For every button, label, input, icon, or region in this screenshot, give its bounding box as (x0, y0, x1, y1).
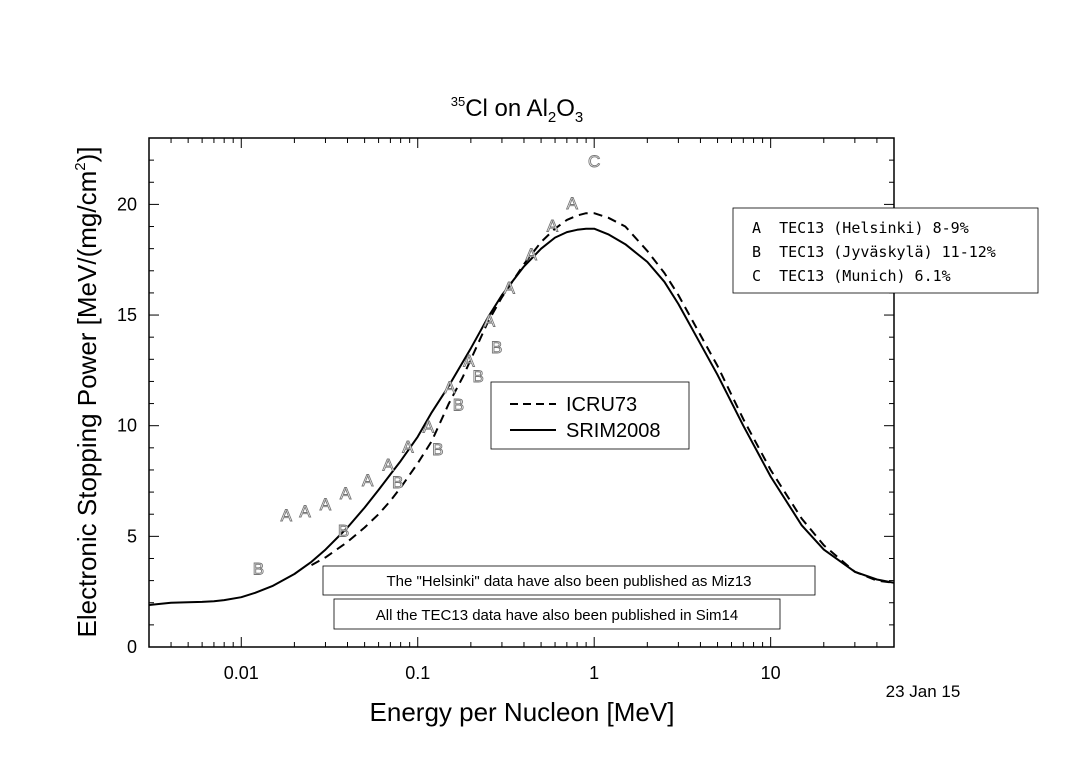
line-legend: ICRU73 SRIM2008 (490, 381, 690, 450)
title-sub-1: 2 (548, 109, 556, 126)
axis-tick-labels: 0.01 0.1 1 10 0 5 10 15 20 (117, 194, 781, 683)
y-tick-label: 10 (117, 416, 137, 436)
data-point-a: A (566, 194, 578, 213)
data-point-a: A (547, 216, 559, 235)
data-point-a: A (299, 502, 311, 521)
data-point-a: A (504, 278, 516, 297)
data-point-a: A (383, 455, 395, 474)
data-point-b: B (432, 440, 443, 459)
legend-label-srim2008: SRIM2008 (566, 420, 661, 442)
source-legend-b: B TEC13 (Jyväskylä) 11-12% (752, 243, 996, 261)
data-point-a: A (526, 245, 538, 264)
source-legend-c: C TEC13 (Munich) 6.1% (752, 267, 951, 285)
y-tick-label: 15 (117, 305, 137, 325)
title-mid: O (556, 95, 575, 122)
x-tick-label: 10 (761, 663, 781, 683)
data-point-a: A (484, 311, 496, 330)
series-line-icru73 (311, 212, 895, 584)
data-point-a: A (281, 506, 293, 525)
y-tick-label: 20 (117, 194, 137, 214)
source-legend-box (732, 207, 1039, 294)
notes: The "Helsinki" data have also been publi… (322, 565, 816, 630)
date-label: 23 Jan 15 (886, 682, 961, 701)
x-tick-label: 0.1 (405, 663, 430, 683)
data-point-a: A (423, 418, 435, 437)
y-tick-label: 5 (127, 526, 137, 546)
data-point-b: B (338, 522, 349, 541)
legend-label-icru73: ICRU73 (566, 394, 637, 416)
title-sub-2: 3 (575, 109, 583, 126)
x-tick-label: 1 (589, 663, 599, 683)
title-main: Cl on Al (465, 95, 548, 122)
data-point-a: A (340, 484, 352, 503)
data-point-b: B (472, 367, 483, 386)
data-point-a: A (463, 351, 475, 370)
note-box-1 (322, 565, 816, 596)
plot-frame (148, 137, 895, 648)
note-text-2: All the TEC13 data have also been publis… (376, 607, 738, 624)
x-axis-label: Energy per Nucleon [MeV] (370, 697, 675, 727)
data-point-a: A (444, 378, 456, 397)
note-text-1: The "Helsinki" data have also been publi… (386, 573, 751, 590)
data-point-b: B (392, 473, 403, 492)
source-legend: A TEC13 (Helsinki) 8-9% B TEC13 (Jyväsky… (732, 207, 1039, 294)
note-box-2 (333, 598, 781, 630)
chart-title: 35Cl on Al2O3 (451, 94, 584, 126)
y-axis-label-sup: 2 (72, 162, 89, 170)
title-mass-number: 35 (451, 94, 465, 109)
series-line-srim2008 (148, 227, 895, 606)
data-point-a: A (402, 438, 414, 457)
data-point-c: C (588, 152, 600, 171)
series-layer (148, 212, 895, 606)
line-legend-box (490, 381, 690, 450)
data-point-b: B (253, 559, 264, 578)
data-point-b: B (491, 338, 502, 357)
y-axis-label-main: Electronic Stopping Power [MeV/(mg/cm (72, 171, 102, 638)
data-point-a: A (362, 471, 374, 490)
y-axis-label-end: )] (72, 147, 102, 163)
data-point-a: A (320, 495, 332, 514)
y-axis-label: Electronic Stopping Power [MeV/(mg/cm2)] (72, 147, 102, 638)
y-tick-label: 0 (127, 637, 137, 657)
source-legend-a: A TEC13 (Helsinki) 8-9% (752, 219, 969, 237)
x-tick-label: 0.01 (224, 663, 259, 683)
data-point-b: B (453, 396, 464, 415)
